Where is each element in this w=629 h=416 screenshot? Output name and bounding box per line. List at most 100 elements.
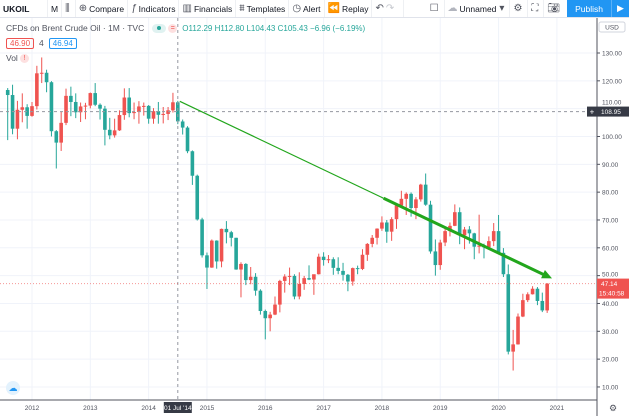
indicators-button[interactable]: ƒ Indicators — [128, 0, 180, 17]
candle-body — [229, 232, 234, 238]
replay-button[interactable]: ⏪ Replay — [325, 0, 373, 17]
candle-body — [64, 95, 68, 123]
candles-icon: ⫼ — [65, 3, 70, 14]
financials-icon: ▥ — [182, 3, 192, 14]
publish-button[interactable]: Publish — [567, 0, 611, 17]
series-title: CFDs on Brent Crude Oil · 1M · TVC — [6, 23, 145, 33]
redo-icon[interactable]: ↷ — [385, 3, 395, 14]
alert-button[interactable]: ◷ Alert — [289, 0, 325, 17]
candle-body — [69, 95, 73, 102]
ohlc-values: O112.29 H112.80 L104.43 C105.43 −6.96 (−… — [182, 23, 366, 33]
camera-icon: 📷︎ — [547, 3, 561, 14]
price-tick-label: 60.00 — [602, 245, 619, 252]
candle-body — [171, 102, 175, 111]
candle-body — [5, 90, 10, 96]
candle-body — [117, 115, 122, 131]
chart-type-button[interactable]: ⫼ — [62, 0, 76, 17]
bid-price[interactable]: 46.90 — [6, 37, 35, 49]
candle-body — [137, 106, 141, 112]
crosshair-date-label: 01 Jul '14 — [164, 405, 192, 412]
crosshair-date-box — [163, 402, 192, 413]
layout-button[interactable]: ☐ — [427, 0, 445, 17]
candle-body — [287, 275, 292, 277]
financials-button[interactable]: ▥ Financials — [179, 0, 237, 17]
candle-body — [312, 274, 316, 280]
candle-body — [545, 283, 549, 311]
candle-body — [39, 72, 44, 74]
symbol-search[interactable]: UKOIL — [0, 0, 48, 17]
time-tick-label: 2016 — [258, 405, 273, 412]
candle-body — [54, 131, 59, 143]
last-price-label: 47.14 — [601, 281, 618, 288]
templates-label: Templates — [246, 3, 286, 14]
cloud-sync-icon[interactable]: ☁ — [6, 381, 20, 395]
spread-value: 4 — [39, 38, 44, 48]
candle-body — [419, 184, 423, 200]
candle-body — [93, 93, 97, 105]
candle-body — [540, 300, 545, 311]
candle-body — [195, 175, 200, 220]
candle-body — [205, 255, 209, 268]
time-tick-label: 2012 — [25, 405, 40, 412]
candle-body — [161, 113, 166, 115]
interval-button[interactable]: M — [48, 0, 63, 17]
replay-label: Replay — [341, 3, 369, 14]
ask-price[interactable]: 46.94 — [48, 37, 77, 49]
price-tick-label: 120.00 — [602, 78, 622, 85]
candle-body — [112, 130, 117, 136]
candle-body — [98, 104, 102, 109]
templates-button[interactable]: ⩩ Templates — [236, 0, 290, 17]
fullscreen-button[interactable]: ⛶ — [528, 0, 545, 17]
chart-legend: CFDs on Brent Crude Oil · 1M · TVC = O112.… — [6, 22, 365, 67]
currency-label: USD — [605, 25, 619, 32]
snapshot-button[interactable]: 📷︎ — [544, 0, 565, 17]
candle-body — [15, 109, 20, 129]
compare-button[interactable]: ⊕ Compare — [76, 0, 129, 17]
candle-body — [224, 228, 229, 233]
candle-body — [210, 240, 214, 268]
play-button[interactable]: ▶ — [611, 0, 629, 17]
settings-button[interactable]: ⚙ — [510, 0, 529, 17]
candle-body — [380, 222, 384, 229]
price-tick-label: 90.00 — [602, 162, 619, 169]
candle-body — [346, 274, 350, 282]
candle-body — [423, 184, 428, 205]
candle-body — [389, 219, 394, 232]
candle-body — [336, 267, 340, 271]
candle-body — [282, 276, 287, 281]
candle-body — [263, 310, 268, 319]
price-chart[interactable]: 130.00 120.00 110.00 100.00 90.00 80.00 70.00 6… — [0, 18, 629, 416]
candle-body — [122, 97, 127, 116]
candle-body — [302, 278, 306, 284]
candle-body — [176, 102, 180, 122]
candle-body — [360, 254, 365, 269]
candle-body — [453, 212, 457, 226]
undo-icon[interactable]: ↶ — [375, 3, 384, 14]
bar-countdown-label: 15:40:58 — [599, 291, 625, 298]
candle-body — [103, 108, 107, 130]
price-tick-label: 100.00 — [602, 134, 622, 141]
play-icon: ▶ — [617, 3, 624, 13]
candle-body — [132, 111, 136, 114]
market-status-icon — [152, 23, 167, 33]
price-tick-label: 10.00 — [602, 384, 619, 391]
undo-redo: ↶ ↷ — [372, 0, 405, 17]
candle-body — [331, 259, 336, 268]
publish-label: Publish — [575, 3, 603, 14]
axis-settings-icon: ⚙ — [609, 403, 617, 413]
candle-body — [409, 193, 413, 209]
layout-name-button[interactable]: ☁ Unnamed ▾ — [445, 0, 511, 17]
candle-body — [433, 251, 438, 266]
candle-body — [248, 276, 253, 281]
time-tick-label: 2015 — [200, 405, 215, 412]
candle-body — [438, 242, 443, 266]
time-tick-label: 2021 — [550, 405, 565, 412]
candle-body — [141, 105, 146, 107]
candle-body — [78, 106, 83, 113]
candle-body — [214, 240, 219, 262]
candle-body — [190, 151, 195, 176]
candle-body — [321, 256, 326, 261]
candle-body — [511, 344, 515, 352]
add-alert-button[interactable] — [587, 106, 597, 117]
candle-body — [370, 237, 374, 244]
